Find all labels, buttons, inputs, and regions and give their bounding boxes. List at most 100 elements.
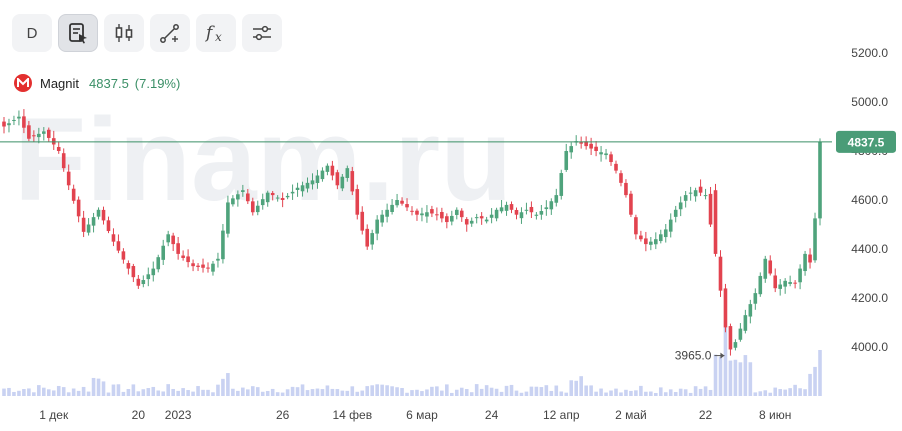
candle-up[interactable] xyxy=(12,119,16,121)
candle-up[interactable] xyxy=(385,209,389,217)
candle-up[interactable] xyxy=(216,258,220,261)
candle-down[interactable] xyxy=(66,171,71,186)
candle-up[interactable] xyxy=(37,133,41,138)
candle-down[interactable] xyxy=(405,204,409,208)
candle-up[interactable] xyxy=(683,195,688,201)
candle-down[interactable] xyxy=(206,267,210,269)
candle-up[interactable] xyxy=(733,342,738,348)
candle-down[interactable] xyxy=(335,172,340,186)
settings-sliders-button[interactable] xyxy=(242,14,282,52)
candle-up[interactable] xyxy=(380,214,384,223)
candle-up[interactable] xyxy=(265,192,270,203)
candle-up[interactable] xyxy=(156,257,161,270)
candle-up[interactable] xyxy=(549,201,554,210)
candle-up[interactable] xyxy=(499,207,504,212)
candle-up[interactable] xyxy=(803,253,807,272)
candle-down[interactable] xyxy=(479,216,484,219)
candle-down[interactable] xyxy=(27,125,31,139)
candle-up[interactable] xyxy=(489,214,494,218)
candle-type-button[interactable] xyxy=(104,14,144,52)
candle-down[interactable] xyxy=(440,211,444,219)
candle-down[interactable] xyxy=(126,263,131,269)
candle-up[interactable] xyxy=(395,200,399,206)
indicator-template-button[interactable] xyxy=(58,14,98,52)
candle-up[interactable] xyxy=(654,239,658,245)
candle-down[interactable] xyxy=(609,154,613,163)
candle-down[interactable] xyxy=(793,282,797,284)
candle-up[interactable] xyxy=(554,195,559,203)
candle-up[interactable] xyxy=(375,219,379,234)
candle-down[interactable] xyxy=(196,265,200,267)
candle-up[interactable] xyxy=(315,175,320,184)
candle-down[interactable] xyxy=(435,214,439,216)
candle-up[interactable] xyxy=(370,233,374,245)
candle-down[interactable] xyxy=(713,190,718,254)
candle-down[interactable] xyxy=(415,210,419,215)
candle-down[interactable] xyxy=(619,173,623,183)
candle-up[interactable] xyxy=(91,217,96,226)
candle-down[interactable] xyxy=(459,210,464,218)
candle-down[interactable] xyxy=(723,288,728,328)
candle-up[interactable] xyxy=(818,141,822,219)
candle-up[interactable] xyxy=(484,219,489,222)
candle-down[interactable] xyxy=(32,135,36,137)
candle-down[interactable] xyxy=(644,238,648,245)
candle-up[interactable] xyxy=(673,209,678,217)
candle-up[interactable] xyxy=(788,282,792,284)
candle-up[interactable] xyxy=(753,293,758,304)
candle-up[interactable] xyxy=(345,168,350,178)
candle-up[interactable] xyxy=(559,173,564,196)
candle-down[interactable] xyxy=(71,188,76,201)
candle-up[interactable] xyxy=(42,131,46,134)
candle-up[interactable] xyxy=(86,224,91,233)
candle-up[interactable] xyxy=(221,230,225,260)
candle-down[interactable] xyxy=(514,209,519,215)
candle-up[interactable] xyxy=(703,195,708,197)
candle-up[interactable] xyxy=(231,198,235,205)
candle-down[interactable] xyxy=(634,217,638,235)
candle-down[interactable] xyxy=(355,189,360,215)
candle-up[interactable] xyxy=(450,215,454,222)
candle-down[interactable] xyxy=(629,193,633,215)
candle-down[interactable] xyxy=(330,165,335,176)
candle-down[interactable] xyxy=(111,234,116,242)
candle-down[interactable] xyxy=(186,256,190,263)
candle-up[interactable] xyxy=(534,214,539,216)
candle-down[interactable] xyxy=(365,228,370,247)
candle-down[interactable] xyxy=(22,116,26,128)
function-fx-button[interactable]: f x xyxy=(196,14,236,52)
candle-down[interactable] xyxy=(116,241,121,251)
candle-down[interactable] xyxy=(176,243,180,254)
candle-up[interactable] xyxy=(241,190,245,192)
candle-down[interactable] xyxy=(121,251,126,260)
candle-up[interactable] xyxy=(778,284,782,289)
candle-up[interactable] xyxy=(161,245,166,260)
candle-down[interactable] xyxy=(81,217,86,232)
candle-up[interactable] xyxy=(146,274,151,280)
candle-down[interactable] xyxy=(61,153,66,169)
candle-up[interactable] xyxy=(564,151,569,170)
candle-up[interactable] xyxy=(96,209,101,217)
candle-down[interactable] xyxy=(246,193,250,202)
candle-up[interactable] xyxy=(151,268,156,276)
candle-down[interactable] xyxy=(410,210,414,212)
candle-up[interactable] xyxy=(260,199,265,206)
candle-up[interactable] xyxy=(420,213,424,216)
candle-up[interactable] xyxy=(340,176,345,189)
candle-down[interactable] xyxy=(639,235,643,240)
candle-down[interactable] xyxy=(464,219,469,225)
candle-down[interactable] xyxy=(400,200,404,204)
candle-down[interactable] xyxy=(350,171,355,192)
candle-up[interactable] xyxy=(290,191,295,194)
candle-up[interactable] xyxy=(494,209,499,219)
candle-up[interactable] xyxy=(599,152,603,155)
candle-down[interactable] xyxy=(808,254,812,263)
candle-up[interactable] xyxy=(544,207,549,210)
candle-up[interactable] xyxy=(310,180,315,185)
candle-up[interactable] xyxy=(688,192,693,194)
candle-down[interactable] xyxy=(106,220,111,232)
candle-up[interactable] xyxy=(275,197,280,199)
candle-up[interactable] xyxy=(255,205,260,213)
candle-down[interactable] xyxy=(250,201,255,213)
